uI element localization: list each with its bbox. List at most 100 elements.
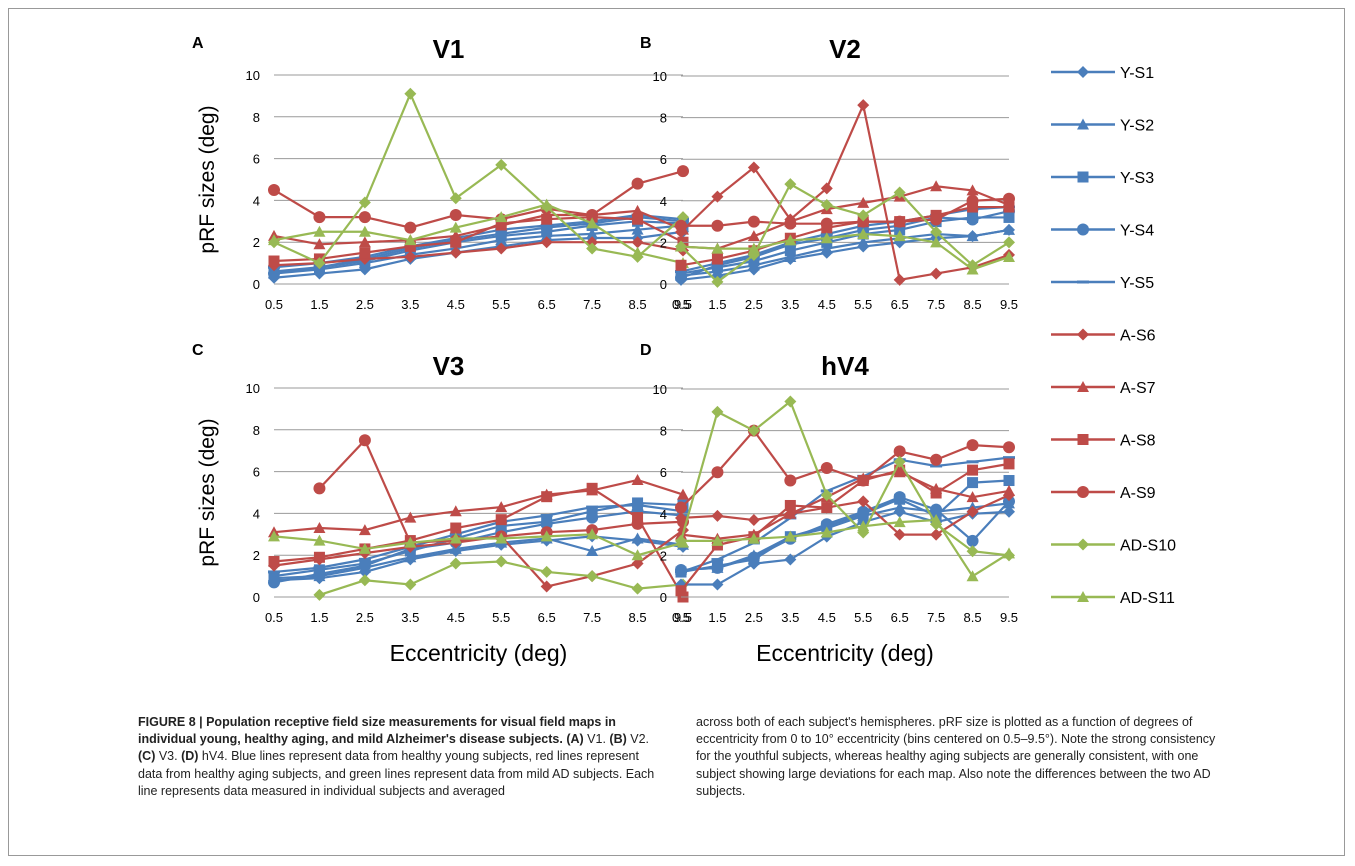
series-line [273,224,684,275]
y-tick-label: 6 [253,465,260,480]
data-point [675,534,687,546]
panel-label: A [192,35,204,52]
x-tick-label: 3.5 [401,297,419,312]
series-line [273,478,684,534]
data-point [404,250,417,263]
data-point [631,582,644,595]
legend-item: A-S6 [1051,328,1156,345]
data-point [540,198,553,210]
data-point [711,275,724,288]
data-point [1003,211,1015,223]
data-point [1003,201,1015,213]
legend-marker [1077,328,1089,341]
legend-item: Y-S3 [1051,170,1154,187]
data-point [675,259,687,271]
x-tick-label: 5.5 [492,297,510,312]
legend-marker [1077,434,1089,445]
y-tick-label: 4 [253,506,260,521]
y-axis-label: pRF sizes (deg) [196,418,219,566]
legend-label: Y-S2 [1120,118,1154,135]
data-point [711,405,724,418]
data-point [820,526,833,538]
data-point [540,565,553,578]
legend-label: Y-S4 [1120,223,1154,240]
data-point [313,238,326,250]
series-line [273,487,684,598]
data-point [820,217,833,230]
legend-item: Y-S1 [1051,65,1154,82]
caption-continued: across both of each subject's hemisphere… [696,715,1216,798]
data-point [930,226,943,238]
data-point [359,247,371,259]
data-point [1003,484,1015,496]
data-point [586,528,599,540]
x-tick-label: 7.5 [927,297,945,312]
x-tick-label: 1.5 [310,297,328,312]
panel-label: B [640,35,652,52]
series-line [680,228,1010,281]
data-point [893,230,906,242]
data-point [449,505,462,517]
data-point [784,507,797,519]
data-point [358,252,371,265]
legend-marker [1077,280,1089,284]
y-tick-label: 2 [253,235,260,250]
series-line [273,503,684,574]
chart-title: V1 [433,34,465,64]
caption-label: FIGURE 8 | [138,715,207,729]
x-tick-label: 3.5 [781,610,799,625]
data-point [358,524,371,536]
data-point [586,505,599,509]
data-point [784,553,797,566]
data-point [784,245,796,257]
y-tick-label: 2 [660,548,667,563]
data-point [404,551,417,563]
data-point [857,236,870,248]
series-line [273,209,684,246]
caption-text-a: V1. [583,732,610,747]
data-point [541,491,553,503]
series-a-s8 [675,458,1015,597]
data-point [495,158,508,171]
data-point [675,271,687,284]
data-point [268,570,280,582]
legend-label: Y-S1 [1120,65,1154,82]
data-point [1003,547,1015,559]
data-point [450,522,462,534]
data-point [313,534,326,546]
legend-marker [1077,223,1089,236]
data-point [711,466,724,479]
series-line [680,101,1010,282]
y-tick-label: 6 [660,465,667,480]
data-point [631,177,644,190]
data-point [1003,458,1015,470]
y-tick-label: 8 [253,423,260,438]
data-point [495,242,508,255]
data-point [711,253,723,265]
data-point [632,512,644,524]
series-line [273,241,684,267]
x-tick-label: 9.5 [674,297,692,312]
data-point [967,464,979,476]
series-line [680,232,1010,271]
data-point [967,201,979,213]
data-point [586,209,599,222]
x-tick-label: 8.5 [629,297,647,312]
data-point [711,558,724,562]
chart-panel-b: 0 2 4 6 8 10 0.5 1.5 2.5 3.5 4.5 5.5 6.5 7.5 8.5 9.5 B V2 [640,34,1018,312]
y-tick-label: 10 [246,381,260,396]
caption-text-b: V2. [626,732,650,747]
data-point [857,520,870,532]
x-tick-label: 0.5 [672,297,690,312]
x-tick-label: 5.5 [492,610,510,625]
data-point [820,462,833,475]
data-point [632,213,644,225]
chart-panel-d: 0 2 4 6 8 10 0.5 1.5 2.5 3.5 4.5 5.5 6.5 7.5 8.5 9.5 DhV… [640,342,1018,666]
data-point [747,230,760,242]
series-line [273,535,684,582]
data-point [1003,456,1015,460]
y-tick-label: 6 [660,152,667,167]
data-point [747,532,760,544]
y-tick-label: 8 [660,424,667,439]
data-point [268,570,280,574]
